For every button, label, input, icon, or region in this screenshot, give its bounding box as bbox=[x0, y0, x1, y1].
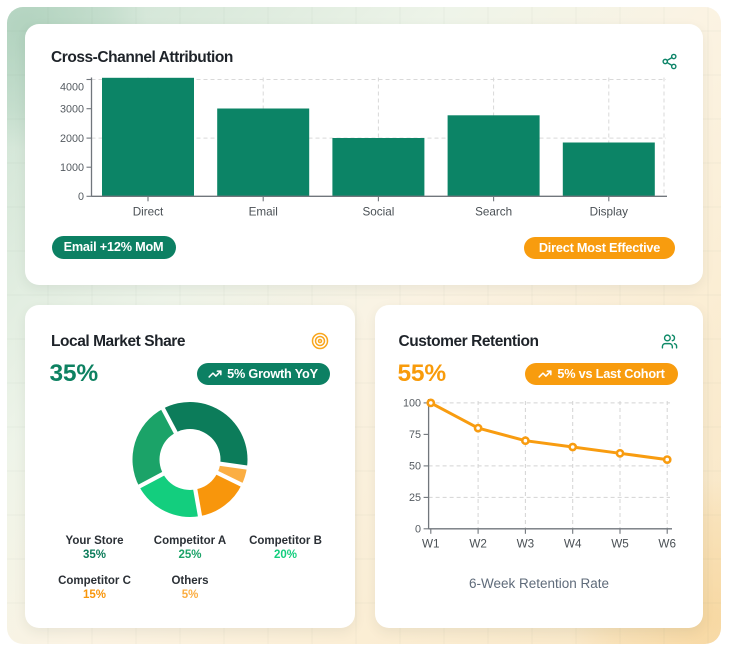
svg-text:W2: W2 bbox=[469, 538, 487, 551]
svg-text:Social: Social bbox=[362, 206, 394, 219]
svg-text:100: 100 bbox=[403, 398, 421, 410]
svg-text:4000: 4000 bbox=[60, 82, 84, 94]
svg-text:Email: Email bbox=[249, 206, 278, 219]
svg-text:0: 0 bbox=[415, 524, 421, 536]
svg-text:Display: Display bbox=[590, 206, 628, 219]
svg-text:75: 75 bbox=[409, 429, 421, 441]
svg-text:25: 25 bbox=[409, 492, 421, 504]
svg-text:W4: W4 bbox=[564, 538, 582, 551]
svg-text:W5: W5 bbox=[611, 538, 629, 551]
svg-text:Search: Search bbox=[475, 206, 512, 219]
svg-text:W3: W3 bbox=[517, 538, 535, 551]
svg-text:Direct: Direct bbox=[133, 206, 164, 219]
svg-text:3000: 3000 bbox=[60, 103, 84, 115]
svg-text:W1: W1 bbox=[422, 538, 440, 551]
svg-text:1000: 1000 bbox=[60, 162, 84, 174]
svg-text:0: 0 bbox=[78, 191, 84, 203]
svg-text:2000: 2000 bbox=[60, 133, 84, 145]
svg-text:W6: W6 bbox=[658, 538, 676, 551]
svg-text:50: 50 bbox=[409, 461, 421, 473]
